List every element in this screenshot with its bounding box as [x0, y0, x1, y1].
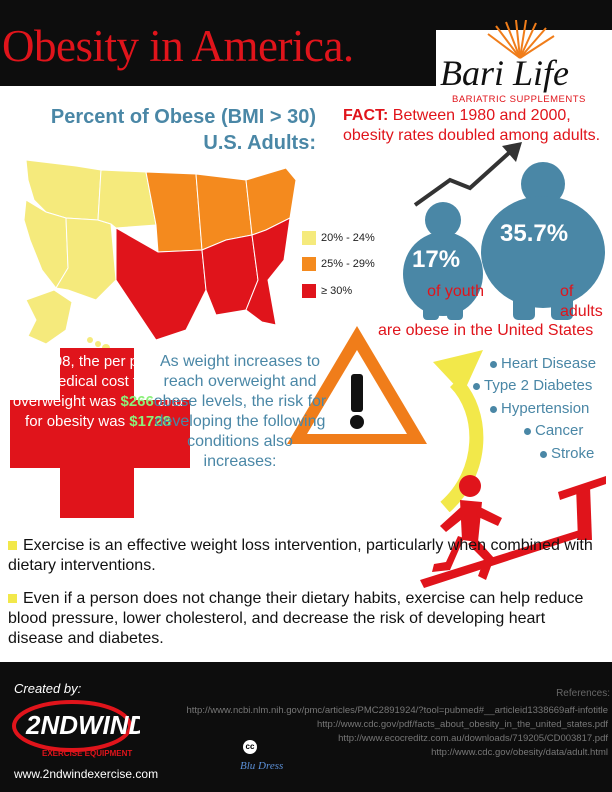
bullet-icon	[524, 427, 531, 435]
cost-line2: and for obesity was	[25, 393, 184, 430]
adults-label: of adults	[560, 283, 603, 320]
obesity-cost: $1728	[129, 413, 171, 430]
page-title: Obesity in America.	[2, 21, 354, 71]
treadmill-runner-icon	[420, 475, 606, 588]
yellow-arrow-icon	[433, 350, 484, 512]
youth-label: of youth	[427, 283, 484, 300]
legend-item-high: ≥ 30%	[302, 284, 352, 298]
legend-swatch-high	[302, 284, 316, 298]
condition-type2-diabetes: Type 2 Diabetes	[473, 377, 592, 394]
sunburst-icon	[487, 20, 555, 59]
map-region-southeast	[245, 217, 291, 326]
youth-figure-icon	[403, 202, 483, 320]
bullet-icon	[490, 405, 497, 413]
bullet-icon	[540, 450, 547, 458]
cost-line1: In 2008, the per person medical cost for…	[12, 353, 176, 410]
reference-link[interactable]: http://www.ecocreditz.com.au/downloads/7…	[338, 733, 608, 744]
adult-figure-icon	[481, 162, 605, 320]
created-by-label: Created by:	[14, 681, 82, 696]
map-region-alaska	[25, 289, 73, 345]
condition-stroke: Stroke	[540, 445, 594, 462]
reference-link[interactable]: http://www.ncbi.nlm.nih.gov/pmc/articles…	[186, 705, 608, 716]
reference-link[interactable]: http://www.cdc.gov/pdf/facts_about_obesi…	[317, 719, 608, 730]
bullet-exercise: Exercise is an effective weight loss int…	[8, 537, 593, 574]
red-cross-icon	[10, 348, 190, 518]
footer-bar	[0, 662, 612, 792]
bullet-icon	[473, 382, 480, 390]
brand-subtitle: EXERCISE EQUIPMENT	[42, 749, 132, 758]
youth-percent: 17%	[412, 246, 461, 273]
cost-text: In 2008, the per person medical cost for…	[12, 352, 184, 432]
2ndwind-logo: 2NDWIND EXERCISE EQUIPMENT	[12, 700, 140, 758]
bullet-dietary: Even if a person does not change their d…	[8, 590, 584, 647]
condition-hypertension: Hypertension	[490, 400, 589, 417]
overweight-cost: $266	[120, 393, 154, 410]
fact-label: FACT:	[343, 107, 389, 124]
legend-item-mid: 25% - 29%	[302, 257, 375, 271]
obesity-figures	[403, 162, 605, 320]
map-region-texas	[115, 227, 207, 341]
bullet-icon	[8, 594, 17, 603]
legend-item-low: 20% - 24%	[302, 231, 375, 245]
legend-swatch-mid	[302, 257, 316, 271]
condition-cancer: Cancer	[524, 422, 583, 439]
references-title: References:	[556, 688, 610, 699]
us-obesity-map	[23, 159, 297, 352]
website-link[interactable]: www.2ndwindexercise.com	[14, 767, 159, 781]
legend-label-high: ≥ 30%	[321, 284, 353, 297]
trend-arrow-icon	[413, 142, 522, 207]
map-region-hawaii	[95, 341, 101, 347]
bari-life-logo: Bari Life	[440, 53, 570, 93]
map-title-line1: Percent of Obese (BMI > 30)	[50, 106, 316, 128]
reference-link[interactable]: http://www.cdc.gov/obesity/data/adult.ht…	[431, 747, 608, 758]
designer-logo: Blu Dress	[240, 760, 284, 772]
creative-commons-icon: cc	[243, 740, 257, 754]
legend-swatch-low	[302, 231, 316, 245]
map-title: Percent of Obese (BMI > 30) U.S. Adults:	[16, 104, 316, 156]
map-region-plains	[145, 171, 203, 253]
map-title-line2: U.S. Adults:	[203, 132, 316, 154]
stats-caption: are obese in the United States	[378, 322, 594, 339]
map-region-hawaii	[87, 337, 93, 343]
warning-text: As weight increases to reach overweight …	[153, 353, 327, 470]
bullet-icon	[8, 541, 17, 550]
bari-life-subtitle: BARIATRIC SUPPLEMENTS	[452, 94, 586, 105]
bullet-icon	[490, 360, 497, 368]
fact-text: FACT: Between 1980 and 2000, obesity rat…	[343, 106, 605, 146]
fact-body: Between 1980 and 2000, obesity rates dou…	[343, 107, 601, 144]
logo-background	[436, 30, 612, 104]
brand-name: 2NDWIND	[25, 710, 140, 740]
legend-label-low: 20% - 24%	[321, 231, 375, 244]
legend-label-mid: 25% - 29%	[321, 257, 375, 270]
condition-heart-disease: Heart Disease	[490, 355, 596, 372]
warning-icon	[287, 326, 427, 444]
adults-percent: 35.7%	[500, 220, 569, 247]
